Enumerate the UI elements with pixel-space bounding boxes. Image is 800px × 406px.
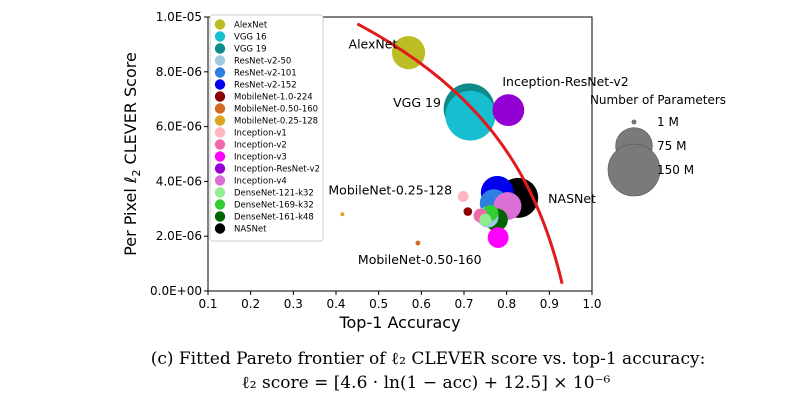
x-tick-label: 0.2 bbox=[241, 297, 260, 311]
x-tick-layer: 0.1 0.2 0.3 0.4 0.5 0.6 0.7 0.8 0.9 1.0 bbox=[198, 291, 602, 311]
y-tick-layer: 0.0E+00 2.0E-06 4.0E-06 6.0E-06 8.0E-06 1.0E-… bbox=[150, 10, 208, 298]
legend-label: NASNet bbox=[234, 225, 267, 235]
legend-label: Inception-v4 bbox=[234, 177, 287, 187]
caption-line-2: ℓ₂ score = [4.6 · ln(1 − acc) + 12.5] × … bbox=[242, 373, 611, 393]
y-tick-label: 8.0E-06 bbox=[156, 65, 202, 79]
annotation-label: NASNet bbox=[548, 191, 596, 206]
legend-marker bbox=[214, 103, 226, 114]
legend-label: Inception-ResNet-v2 bbox=[234, 165, 320, 175]
legend-label: Inception-v2 bbox=[234, 141, 287, 151]
legend-marker bbox=[214, 115, 226, 126]
x-tick-label: 1.0 bbox=[582, 297, 601, 311]
point-inception-v1 bbox=[457, 191, 469, 202]
legend-marker bbox=[214, 187, 226, 198]
point-inception-v3 bbox=[487, 227, 509, 248]
annotation-label: Inception-ResNet-v2 bbox=[502, 74, 628, 89]
legend-label: AlexNet bbox=[234, 21, 268, 31]
color-legend: AlexNet VGG 16 VGG 19 ResNet-v2-50 ResNet-v2… bbox=[209, 14, 324, 242]
caption-line-1: (c) Fitted Pareto frontier of ℓ₂ CLEVER … bbox=[151, 349, 706, 369]
legend-marker bbox=[214, 211, 226, 222]
y-axis-title: Per Pixel ℓ2 CLEVER Score bbox=[121, 52, 143, 256]
legend-label: MobileNet-0.50-160 bbox=[234, 105, 318, 115]
plot-frame bbox=[207, 16, 593, 292]
legend-marker bbox=[214, 127, 226, 138]
legend-marker bbox=[214, 151, 226, 162]
legend-label: ResNet-v2-101 bbox=[234, 69, 297, 79]
legend-marker bbox=[214, 199, 226, 210]
point-mobilenet-0-25-128 bbox=[340, 212, 345, 217]
legend-marker bbox=[214, 43, 226, 54]
legend-label: VGG 19 bbox=[234, 45, 267, 55]
legend-marker bbox=[214, 31, 226, 42]
point-densenet-121-k32 bbox=[479, 213, 492, 226]
size-legend: Number of Parameters 1 M 75 M 150 M bbox=[590, 93, 726, 197]
x-tick-label: 0.7 bbox=[454, 297, 473, 311]
annotation-label: VGG 19 bbox=[393, 95, 441, 110]
y-tick-label: 2.0E-06 bbox=[156, 229, 202, 243]
x-tick-label: 0.3 bbox=[284, 297, 303, 311]
legend-label: DenseNet-161-k48 bbox=[234, 213, 314, 223]
legend-marker bbox=[214, 79, 226, 90]
x-tick-label: 0.5 bbox=[369, 297, 388, 311]
legend-label: ResNet-v2-152 bbox=[234, 81, 297, 91]
point-mobilenet-0-50-160 bbox=[415, 240, 421, 246]
y-tick-label: 0.0E+00 bbox=[150, 284, 202, 298]
size-legend-marker bbox=[607, 143, 661, 197]
size-legend-marker bbox=[631, 119, 637, 125]
legend-label: MobileNet-1.0-224 bbox=[234, 93, 313, 103]
size-legend-label: 75 M bbox=[657, 139, 686, 153]
x-tick-label: 0.1 bbox=[198, 297, 217, 311]
points-layer bbox=[340, 36, 539, 248]
legend-marker bbox=[214, 91, 226, 102]
legend-marker bbox=[214, 139, 226, 150]
annotation-label: AlexNet bbox=[349, 37, 398, 52]
pareto-curve-layer bbox=[356, 22, 564, 285]
legend-label: DenseNet-169-k32 bbox=[234, 201, 314, 211]
legend-label: MobileNet-0.25-128 bbox=[234, 117, 318, 127]
annotation-label: MobileNet-0.25-128 bbox=[328, 182, 452, 197]
legend-marker bbox=[214, 19, 226, 30]
annotation-layer: AlexNet VGG 19 Inception-ResNet-v2 MobileNe… bbox=[328, 37, 628, 267]
legend-label: VGG 16 bbox=[234, 33, 267, 43]
legend-box bbox=[209, 14, 324, 242]
pareto-curve bbox=[356, 22, 564, 285]
legend-label: DenseNet-121-k32 bbox=[234, 189, 314, 199]
size-legend-label: 1 M bbox=[657, 115, 679, 129]
legend-marker bbox=[214, 175, 226, 186]
point-vgg-16 bbox=[445, 90, 496, 141]
size-legend-label: 150 M bbox=[657, 163, 694, 177]
point-inception-resnet-v2 bbox=[492, 94, 525, 127]
x-tick-label: 0.6 bbox=[412, 297, 431, 311]
x-tick-label: 0.8 bbox=[497, 297, 516, 311]
legend-marker bbox=[214, 67, 226, 78]
legend-label: Inception-v1 bbox=[234, 129, 287, 139]
x-tick-label: 0.4 bbox=[326, 297, 345, 311]
y-tick-label: 4.0E-06 bbox=[156, 174, 202, 188]
point-mobilenet-1-0-224 bbox=[463, 207, 473, 216]
legend-label: Inception-v3 bbox=[234, 153, 287, 163]
x-tick-label: 0.9 bbox=[540, 297, 559, 311]
legend-label: ResNet-v2-50 bbox=[234, 57, 291, 67]
y-tick-label: 6.0E-06 bbox=[156, 120, 202, 134]
size-legend-title: Number of Parameters bbox=[590, 93, 726, 107]
legend-marker bbox=[214, 55, 226, 66]
legend-marker bbox=[214, 163, 226, 174]
y-tick-label: 1.0E-05 bbox=[156, 10, 202, 24]
annotation-label: MobileNet-0.50-160 bbox=[358, 252, 482, 267]
x-axis-title: Top-1 Accuracy bbox=[338, 313, 460, 332]
legend-marker bbox=[214, 223, 226, 234]
